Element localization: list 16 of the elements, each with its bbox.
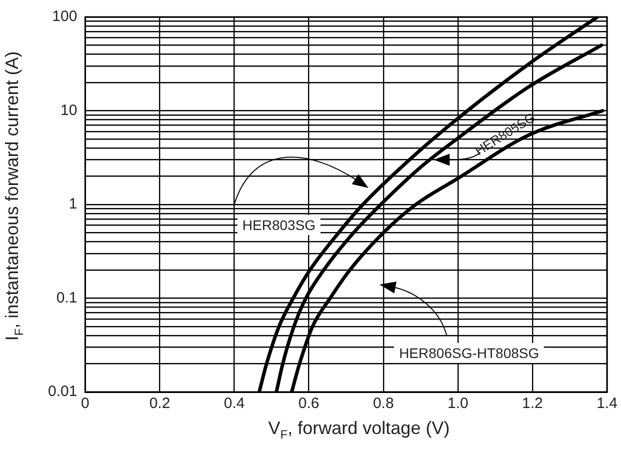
y-tick-label: 1 (68, 196, 78, 213)
annotation: HER806SG-HT808SG (394, 343, 544, 364)
x-tick-label: 0 (81, 395, 90, 412)
x-axis-title: V$_{F}$, forward voltage (V) (267, 418, 451, 442)
x-tick-label: 0.6 (298, 395, 320, 412)
x-tick-label: 1.2 (522, 395, 543, 412)
x-tick-label: 0.2 (149, 395, 170, 412)
annotation: HER803SG (237, 215, 321, 236)
x-tick-label: 0.4 (224, 395, 245, 412)
y-tick-label: 0.01 (48, 383, 78, 400)
x-tick-label: 1.0 (447, 395, 468, 412)
y-tick-label: 100 (52, 8, 78, 26)
x-tick-label: 0.8 (372, 395, 394, 412)
x-tick-label: 1.4 (596, 395, 618, 412)
y-tick-label: 0.1 (56, 289, 78, 306)
y-tick-label: 10 (60, 102, 78, 119)
